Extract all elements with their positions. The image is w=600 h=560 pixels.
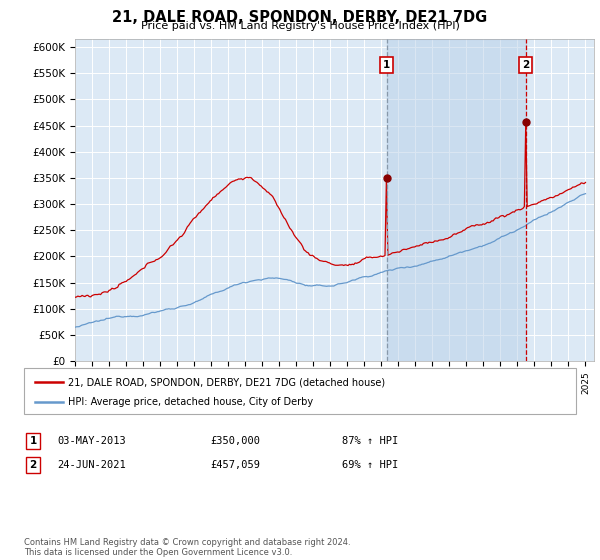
Text: Contains HM Land Registry data © Crown copyright and database right 2024.
This d: Contains HM Land Registry data © Crown c… — [24, 538, 350, 557]
Text: 03-MAY-2013: 03-MAY-2013 — [57, 436, 126, 446]
Text: 69% ↑ HPI: 69% ↑ HPI — [342, 460, 398, 470]
Text: 87% ↑ HPI: 87% ↑ HPI — [342, 436, 398, 446]
Text: 21, DALE ROAD, SPONDON, DERBY, DE21 7DG (detached house): 21, DALE ROAD, SPONDON, DERBY, DE21 7DG … — [68, 377, 385, 388]
Text: 2: 2 — [29, 460, 37, 470]
Text: £350,000: £350,000 — [210, 436, 260, 446]
Text: 1: 1 — [29, 436, 37, 446]
Text: HPI: Average price, detached house, City of Derby: HPI: Average price, detached house, City… — [68, 396, 313, 407]
Text: Price paid vs. HM Land Registry's House Price Index (HPI): Price paid vs. HM Land Registry's House … — [140, 21, 460, 31]
Text: 2: 2 — [522, 60, 529, 71]
Text: 21, DALE ROAD, SPONDON, DERBY, DE21 7DG: 21, DALE ROAD, SPONDON, DERBY, DE21 7DG — [112, 10, 488, 25]
Text: 24-JUN-2021: 24-JUN-2021 — [57, 460, 126, 470]
Text: 1: 1 — [383, 60, 391, 71]
Text: £457,059: £457,059 — [210, 460, 260, 470]
Bar — [387, 39, 526, 361]
